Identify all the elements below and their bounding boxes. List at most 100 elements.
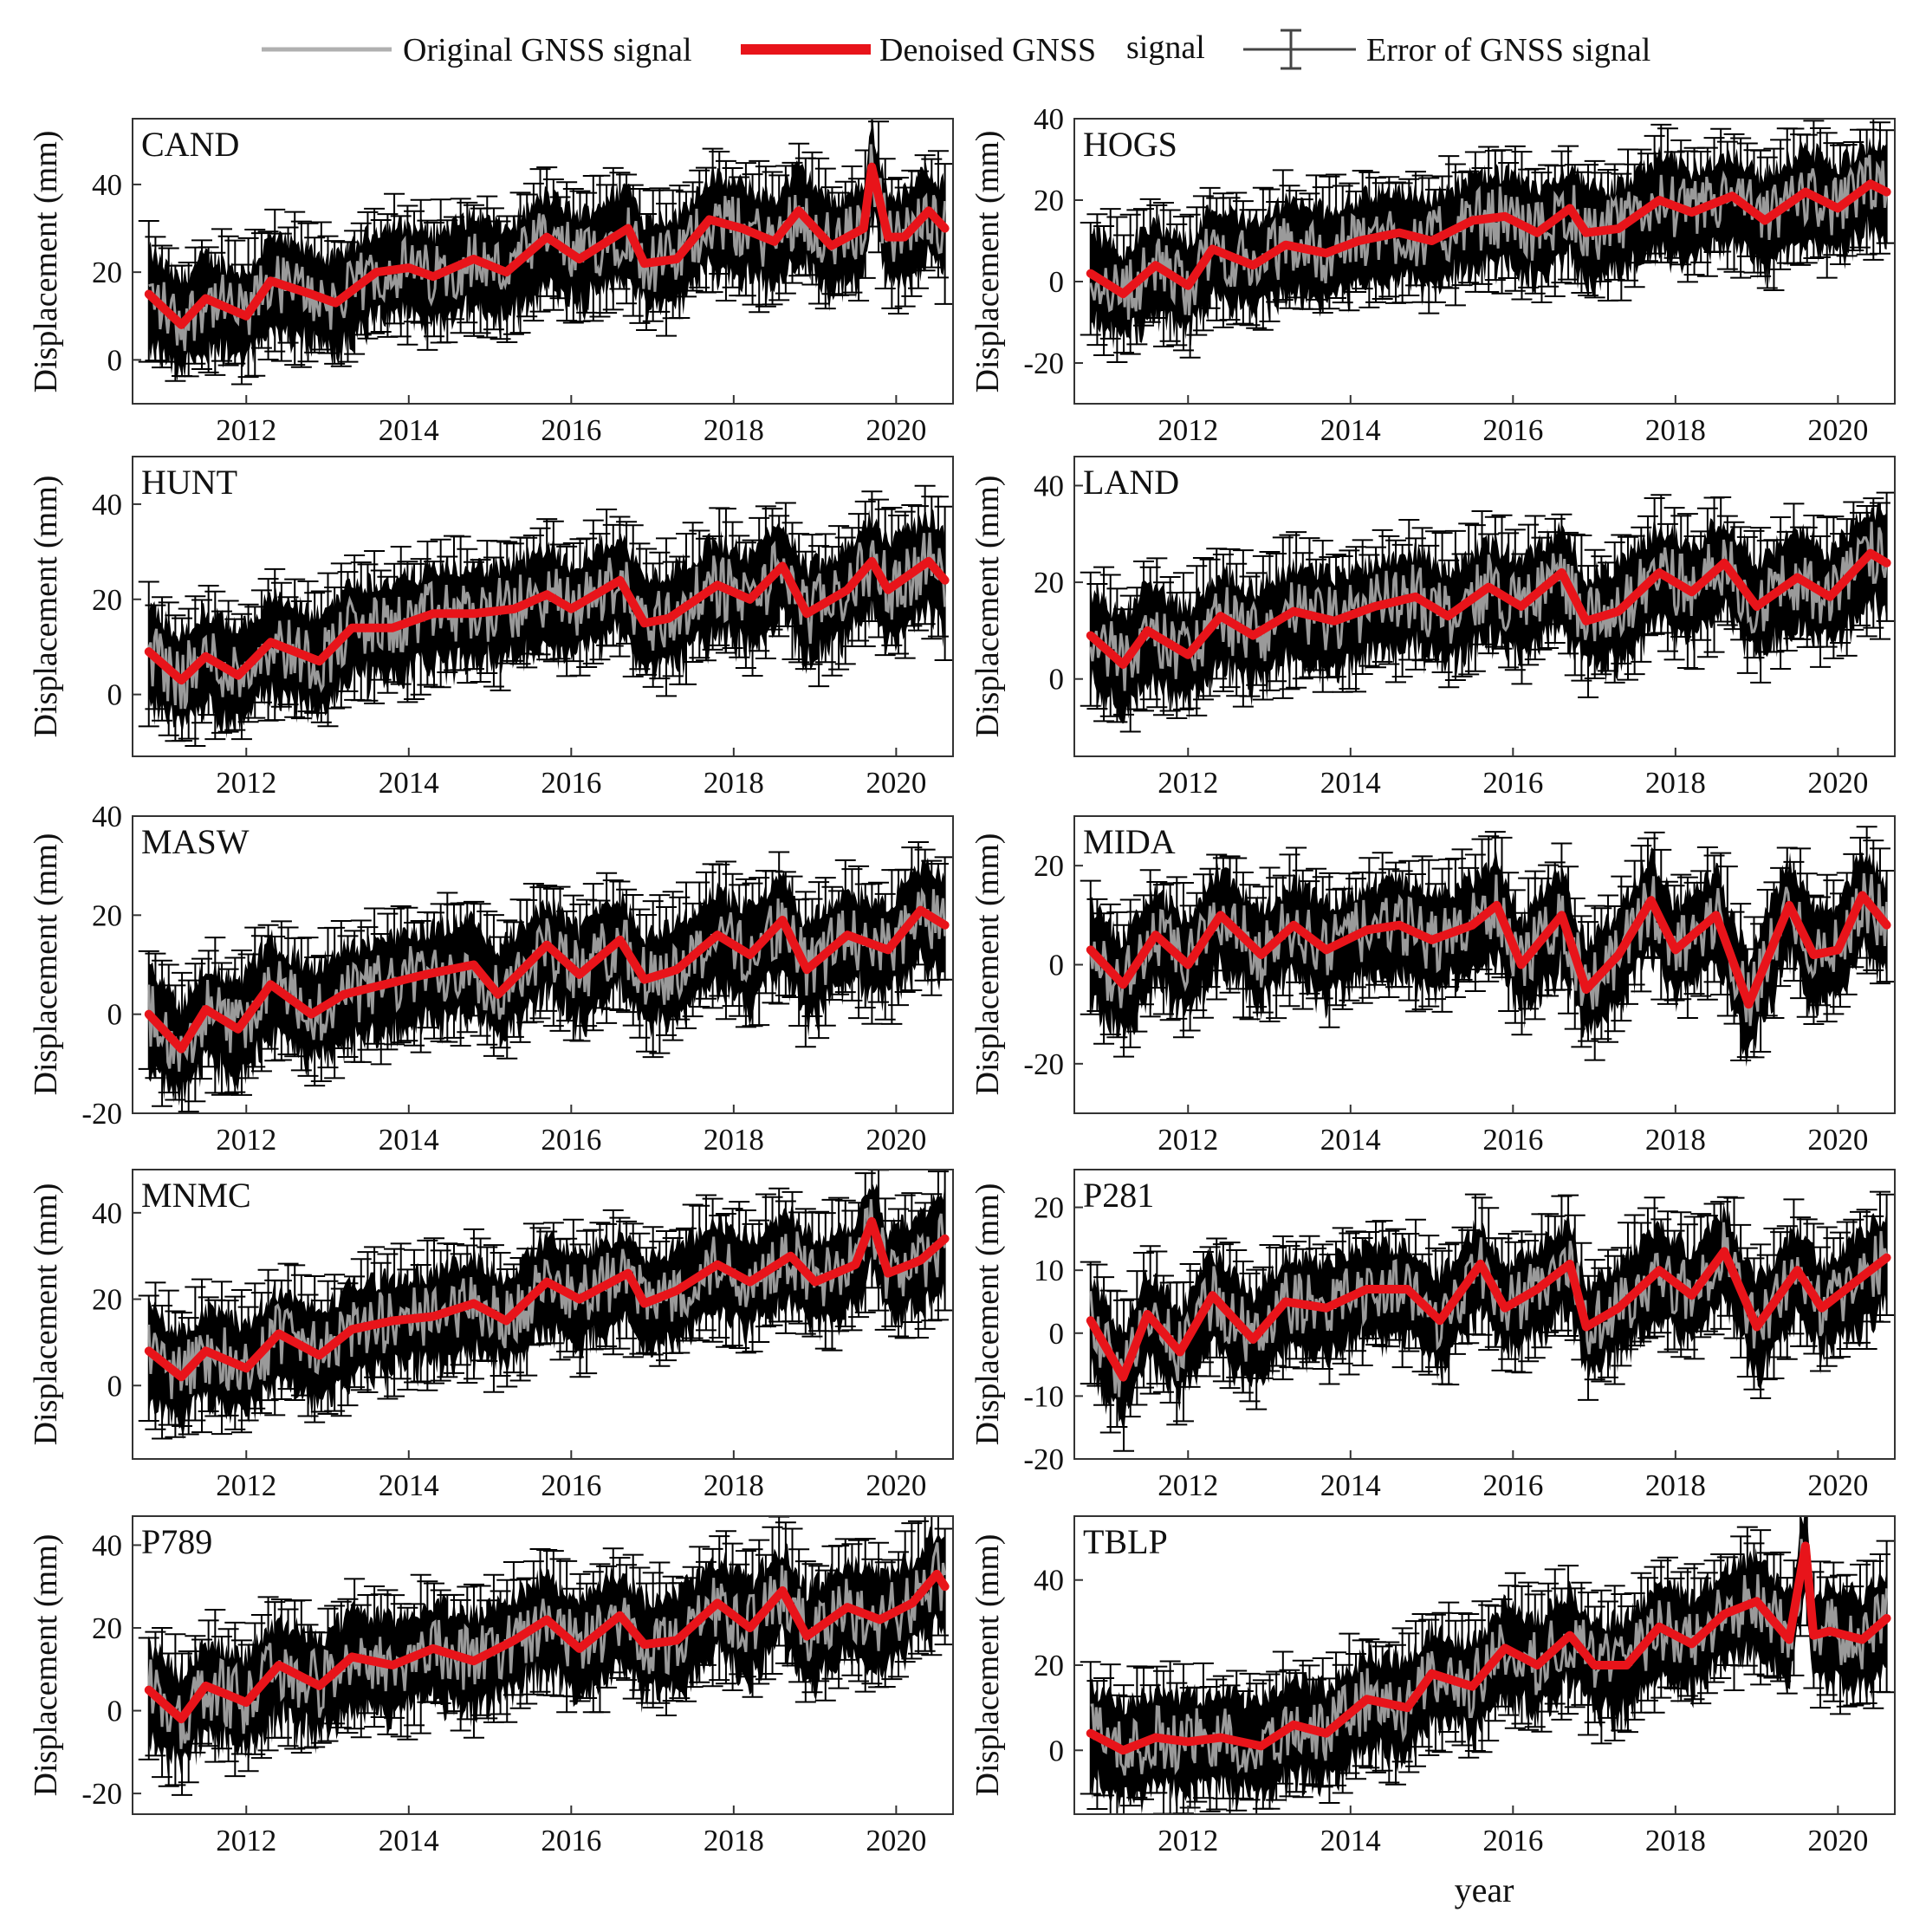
- panel-masw: -20 0 20 40 2012 2014 2016 2018 2020 MASW Displ…: [28, 800, 954, 1157]
- y-ticks: 0 20 40: [1034, 1564, 1083, 1767]
- x-tick-label: 2014: [1320, 1824, 1381, 1857]
- y-tick-label: -10: [1023, 1379, 1064, 1413]
- legend-denoised-label: Denoised GNSS: [879, 32, 1096, 68]
- denoised-series-line: [1086, 891, 1891, 1009]
- error-bar: [1876, 491, 1895, 622]
- y-tick-label: -20: [1023, 1047, 1064, 1081]
- y-axis-label: Displacement (mm): [28, 1534, 64, 1797]
- y-axis-label: Displacement (mm): [28, 833, 64, 1096]
- y-tick-label: 0: [1049, 949, 1065, 982]
- x-tick-label: 2018: [1645, 1123, 1706, 1157]
- plot-frame: [132, 1169, 954, 1460]
- x-tick-label: 2012: [216, 1123, 276, 1157]
- plot-frame: [132, 118, 954, 405]
- y-ticks: -20 0 20: [1023, 849, 1083, 1081]
- y-axis-label: Displacement (mm): [969, 833, 1006, 1096]
- y-tick-label: 20: [92, 1283, 122, 1317]
- x-tick-label: 2014: [1320, 413, 1381, 447]
- x-tick-label: 2018: [704, 1123, 764, 1157]
- x-tick-label: 2018: [704, 766, 764, 800]
- error-bar: [1803, 894, 1825, 1026]
- y-tick-label: 40: [1034, 1564, 1064, 1598]
- x-tick-label: 2016: [541, 413, 601, 447]
- panel-tblp: 0 20 40 2012 2014 2016 2018 2020 TBLP Displace…: [969, 1515, 1896, 1857]
- y-tick-label: 0: [1049, 1317, 1065, 1351]
- x-tick-label: 2016: [541, 766, 601, 800]
- error-bar: [888, 177, 910, 314]
- denoised-series-line: [1086, 1247, 1891, 1382]
- x-tick-label: 2020: [866, 1824, 926, 1857]
- y-tick-label: 40: [1034, 102, 1064, 136]
- x-tick-label: 2018: [704, 1824, 764, 1857]
- x-tick-label: 2014: [1320, 1468, 1381, 1502]
- error-bars: [1080, 1190, 1895, 1452]
- x-tick-label: 2018: [1645, 1824, 1706, 1857]
- panel-cand: 0 20 40 2012 2014 2016 2018 2020 CAND Displace…: [28, 118, 954, 447]
- x-tick-label: 2012: [216, 766, 276, 800]
- y-tick-label: 20: [92, 256, 122, 289]
- error-bar: [715, 508, 736, 654]
- y-tick-label: 40: [92, 800, 122, 833]
- error-bar: [1444, 163, 1466, 307]
- y-tick-label: -20: [81, 1097, 122, 1131]
- x-tick-label: 2016: [1482, 1123, 1543, 1157]
- denoised-series-line: [144, 556, 950, 685]
- error-bars: [1080, 119, 1895, 363]
- error-bar: [1139, 198, 1161, 323]
- x-tick-label: 2016: [541, 1468, 601, 1502]
- error-bar: [1856, 1209, 1877, 1351]
- y-axis-label: Displacement (mm): [969, 476, 1006, 738]
- y-axis-label: Displacement (mm): [28, 1183, 64, 1446]
- station-label: P281: [1083, 1176, 1154, 1215]
- y-tick-label: 0: [107, 343, 123, 377]
- error-bar: [715, 159, 736, 301]
- x-tick-label: 2014: [1320, 766, 1381, 800]
- y-tick-label: -20: [81, 1777, 122, 1811]
- plot-frame: [1073, 118, 1896, 405]
- y-tick-label: 40: [92, 1528, 122, 1562]
- station-label: MNMC: [141, 1176, 251, 1215]
- error-bar: [1384, 539, 1406, 684]
- original-series-line: [148, 144, 947, 352]
- error-bar: [755, 1193, 776, 1328]
- original-series-line: [147, 1199, 947, 1399]
- y-tick-label: 20: [1034, 1649, 1064, 1682]
- y-tick-label: 0: [1049, 265, 1065, 299]
- y-tick-label: 20: [92, 583, 122, 617]
- x-tick-label: 2020: [1807, 766, 1868, 800]
- x-ticks: 2012 2014 2016 2018 2020: [216, 1450, 926, 1502]
- panel-mnmc: 0 20 40 2012 2014 2016 2018 2020 MNMC Displace…: [28, 1169, 954, 1502]
- legend-error-label: Error of GNSS signal: [1366, 32, 1650, 68]
- original-series-line: [1089, 522, 1889, 691]
- y-axis-label: Displacement (mm): [28, 131, 64, 393]
- y-ticks: 0 20 40: [1034, 469, 1083, 697]
- y-tick-label: 0: [107, 678, 123, 712]
- x-tick-label: 2020: [866, 413, 926, 447]
- y-ticks: 0 20 40: [92, 1196, 141, 1403]
- y-tick-label: 20: [1034, 184, 1064, 217]
- x-ticks: 2012 2014 2016 2018 2020: [1158, 1806, 1868, 1857]
- original-series-line: [147, 1542, 947, 1749]
- plot-frame: [1073, 456, 1896, 757]
- x-tick-label: 2012: [1158, 1123, 1218, 1157]
- error-bar: [1418, 177, 1440, 314]
- error-bar: [211, 962, 232, 1096]
- station-label: HOGS: [1083, 125, 1177, 164]
- error-bar: [682, 522, 704, 664]
- x-tick-label: 2016: [541, 1824, 601, 1857]
- error-bars: [1080, 491, 1895, 733]
- y-tick-label: 40: [92, 168, 122, 202]
- error-bar: [1876, 129, 1895, 244]
- original-series-line: [147, 532, 947, 710]
- panel-hogs: -20 0 20 40 2012 2014 2016 2018 2020 HOGS Displ…: [969, 102, 1896, 447]
- error-bar: [424, 1237, 445, 1384]
- y-tick-label: 40: [1034, 469, 1064, 502]
- station-label: TBLP: [1083, 1522, 1168, 1561]
- x-tick-label: 2016: [1482, 413, 1543, 447]
- plot-frame: [132, 456, 954, 757]
- denoised-series-line: [144, 162, 950, 329]
- y-ticks: 0 20 40: [92, 488, 141, 712]
- y-tick-label: 0: [107, 1695, 123, 1728]
- y-ticks: -20 -10 0 10 20: [1023, 1191, 1083, 1476]
- x-tick-label: 2016: [1482, 1824, 1543, 1857]
